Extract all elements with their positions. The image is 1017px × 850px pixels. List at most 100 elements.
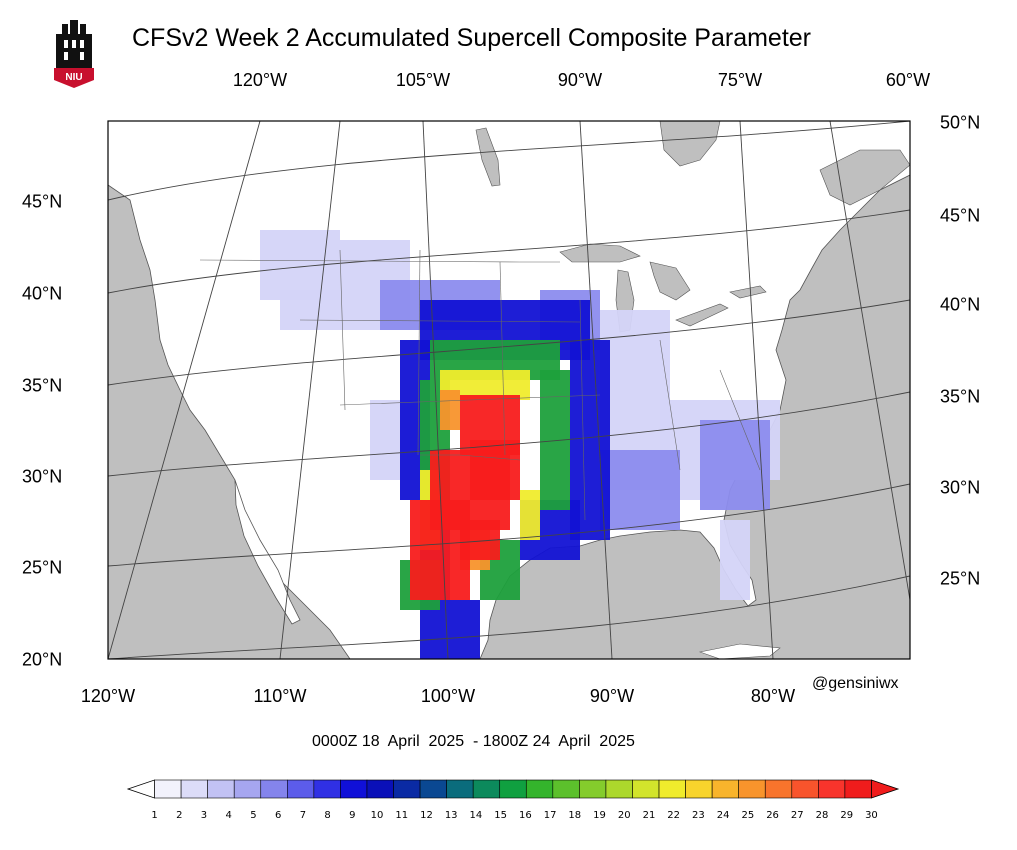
colorbar-tick-label: 27	[790, 810, 804, 821]
colorbar-swatch	[764, 779, 793, 799]
colorbar-swatch	[472, 779, 501, 799]
left-lat-label: 20°N	[22, 649, 63, 670]
right-lat-label: 40°N	[940, 294, 981, 315]
colorbar-swatch	[446, 779, 474, 799]
colorbar-swatch	[154, 779, 182, 799]
colorbar-swatch	[552, 779, 580, 799]
left-lat-label: 35°N	[22, 375, 63, 396]
bottom-lon-label: 100°W	[420, 686, 476, 706]
cuba	[698, 643, 781, 659]
niu-logo: NIU	[54, 20, 94, 88]
state-borders	[199, 249, 761, 521]
lake-huron	[649, 261, 691, 301]
colorbar-tick-label: 20	[617, 810, 631, 821]
map-title: CFSv2 Week 2 Accumulated Supercell Compo…	[132, 24, 812, 52]
colorbar-tick-label: 14	[469, 810, 483, 821]
colorbar-swatch	[233, 779, 262, 799]
hudson-bay	[659, 121, 721, 167]
left-lat-label: 25°N	[22, 557, 63, 578]
top-lon-label: 105°W	[395, 70, 451, 90]
logo-text: NIU	[65, 72, 82, 83]
colorbar-tick-label: 5	[250, 810, 257, 821]
colorbar-swatch	[632, 779, 660, 799]
colorbar-swatch	[313, 779, 341, 799]
gulf-st-lawrence	[819, 149, 910, 206]
left-lat-label: 40°N	[22, 283, 63, 304]
scp-cell	[440, 390, 460, 430]
colorbar-swatch	[260, 779, 288, 799]
colorbar-tick-label: 10	[370, 810, 384, 821]
bottom-lon-label: 90°W	[589, 686, 635, 706]
bahamas	[792, 600, 806, 620]
colorbar-swatch	[685, 779, 713, 799]
scp-cell	[260, 230, 340, 300]
colorbar-left-arrow	[126, 779, 155, 799]
colorbar-swatch	[738, 779, 766, 799]
colorbar-tick-label: 3	[200, 810, 208, 821]
colorbar-tick-label: 1	[151, 810, 158, 821]
colorbar-swatch	[711, 779, 739, 799]
date-range: 0000Z 18 April 2025 - 1800Z 24 April 202…	[312, 733, 635, 750]
colorbar-swatch	[207, 779, 235, 799]
colorbar-swatch	[393, 779, 421, 799]
colorbar-tick-label: 9	[349, 810, 356, 821]
colorbar-tick-label: 7	[299, 810, 307, 821]
left-lat-label: 30°N	[22, 466, 63, 487]
left-lat-label: 45°N	[22, 191, 63, 212]
colorbar-swatch	[287, 779, 315, 799]
colorbar-tick-label: 29	[840, 810, 854, 821]
scp-cell	[720, 520, 750, 600]
colorbar-tick-label: 16	[518, 810, 532, 821]
top-lon-label: 90°W	[557, 70, 603, 90]
scp-cell	[520, 490, 540, 540]
scp-cell	[700, 420, 770, 510]
colorbar-swatch	[340, 779, 368, 799]
colorbar-tick-label: 15	[494, 810, 507, 821]
colorbar-tick-label: 24	[716, 810, 730, 821]
colorbar-tick-label: 25	[741, 810, 755, 821]
colorbar-swatch	[180, 779, 208, 799]
colorbar-swatch	[791, 779, 819, 799]
colorbar	[126, 779, 900, 799]
colorbar-swatch	[658, 779, 686, 799]
baja-california	[234, 479, 301, 625]
colorbar-swatch	[579, 779, 607, 799]
colorbar-tick-label: 30	[865, 810, 878, 821]
bottom-lon-label: 110°W	[253, 686, 307, 706]
colorbar-tick-label: 11	[395, 810, 409, 821]
map-frame	[107, 120, 911, 660]
colorbar-tick-label: 12	[420, 810, 433, 821]
colorbar-swatch	[499, 779, 527, 799]
bottom-lon-label: 120°W	[80, 686, 136, 706]
top-lon-label: 75°W	[717, 70, 763, 90]
scp-cell	[600, 450, 680, 530]
bottom-lon-label: 80°W	[750, 686, 796, 706]
colorbar-tick-label: 13	[444, 810, 458, 821]
right-lat-label: 30°N	[940, 477, 981, 498]
credit-text: @gensiniwx	[812, 675, 899, 692]
colorbar-swatch	[366, 779, 394, 799]
colorbar-swatch	[605, 779, 633, 799]
colorbar-tick-label: 21	[642, 810, 656, 821]
colorbar-tick-label: 28	[815, 810, 829, 821]
right-lat-label: 35°N	[940, 386, 981, 407]
colorbar-swatch	[525, 779, 554, 799]
colorbar-tick-label: 8	[324, 810, 331, 821]
colorbar-swatch	[844, 779, 872, 799]
colorbar-tick-label: 4	[225, 810, 232, 821]
colorbar-tick-label: 2	[176, 810, 183, 821]
lake-erie	[675, 303, 729, 327]
top-lon-label: 60°W	[885, 70, 931, 90]
colorbar-tick-label: 18	[568, 810, 582, 821]
colorbar-tick-label: 6	[274, 810, 282, 821]
colorbar-tick-label: 22	[667, 810, 681, 821]
colorbar-tick-label: 19	[593, 810, 606, 821]
colorbar-tick-label: 17	[543, 810, 557, 821]
scp-cell	[280, 290, 340, 330]
lake-winnipeg	[475, 127, 501, 187]
colorbar-tick-label: 23	[692, 810, 705, 821]
right-lat-label: 45°N	[940, 205, 981, 226]
colorbar-swatch	[818, 779, 846, 799]
top-lon-label: 120°W	[232, 70, 288, 90]
